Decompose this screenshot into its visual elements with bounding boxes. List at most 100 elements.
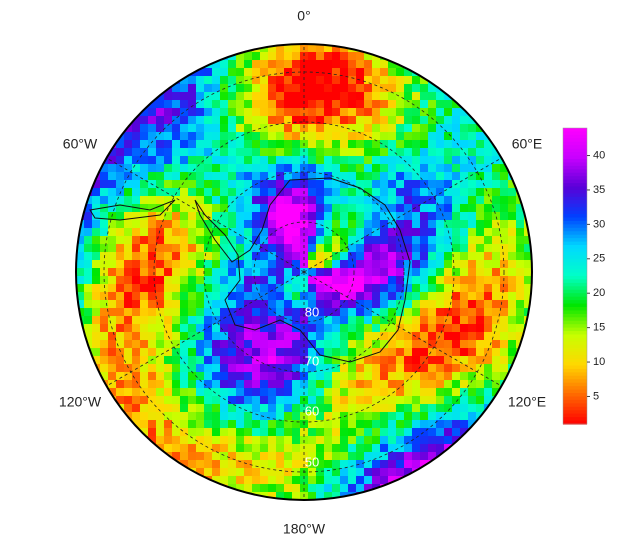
field-cell [116,380,124,388]
field-cell [268,196,276,204]
field-cell [92,332,100,340]
field-cell [404,348,412,356]
field-cell [460,404,468,412]
field-cell [468,180,476,188]
field-cell [324,404,332,412]
field-cell [164,116,172,124]
field-cell [404,84,412,92]
field-cell [404,164,412,172]
field-cell [492,204,500,212]
field-cell [372,92,380,100]
field-cell [292,220,300,228]
field-cell [108,268,116,276]
field-cell [404,340,412,348]
field-cell [212,188,220,196]
field-cell [396,436,404,444]
field-cell [324,100,332,108]
field-cell [260,452,268,460]
field-cell [196,196,204,204]
field-cell [284,476,292,484]
field-cell [172,380,180,388]
field-cell [404,436,412,444]
field-cell [140,244,148,252]
field-cell [180,460,188,468]
field-cell [484,316,492,324]
field-cell [220,140,228,148]
field-cell [356,212,364,220]
field-cell [316,108,324,116]
field-cell [508,316,516,324]
field-cell [228,188,236,196]
field-cell [220,148,228,156]
field-cell [436,348,444,356]
field-cell [332,428,340,436]
field-cell [516,212,524,220]
field-cell [340,412,348,420]
field-cell [300,332,308,340]
field-cell [500,300,508,308]
field-cell [292,316,300,324]
field-cell [484,204,492,212]
field-cell [332,380,340,388]
field-cell [308,316,316,324]
field-cell [444,364,452,372]
field-cell [388,100,396,108]
field-cell [164,396,172,404]
field-cell [148,268,156,276]
field-cell [180,68,188,76]
field-cell [172,164,180,172]
field-cell [244,364,252,372]
field-cell [476,404,484,412]
field-cell [500,308,508,316]
field-cell [196,380,204,388]
field-cell [292,228,300,236]
field-cell [188,244,196,252]
field-cell [396,324,404,332]
field-cell [308,420,316,428]
field-cell [100,324,108,332]
field-cell [452,404,460,412]
field-cell [484,308,492,316]
field-cell [348,92,356,100]
field-cell [212,420,220,428]
field-cell [228,476,236,484]
field-cell [252,436,260,444]
colorbar-step [563,320,587,325]
field-cell [460,196,468,204]
field-cell [420,460,428,468]
field-cell [364,156,372,164]
field-cell [492,372,500,380]
field-cell [460,252,468,260]
field-cell [204,428,212,436]
field-cell [340,484,348,492]
field-cell [324,172,332,180]
field-cell [444,84,452,92]
field-cell [92,204,100,212]
field-cell [380,228,388,236]
field-cell [132,404,140,412]
field-cell [444,148,452,156]
field-cell [524,300,532,308]
field-cell [340,100,348,108]
field-cell [180,260,188,268]
field-cell [372,116,380,124]
field-cell [324,348,332,356]
field-cell [380,292,388,300]
field-cell [204,308,212,316]
field-cell [388,116,396,124]
field-cell [380,364,388,372]
field-cell [380,460,388,468]
colorbar-step [563,368,587,373]
field-cell [188,332,196,340]
colorbar-step [563,238,587,243]
field-cell [172,116,180,124]
field-cell [372,332,380,340]
field-cell [260,284,268,292]
field-cell [124,380,132,388]
field-cell [316,332,324,340]
field-cell [444,276,452,284]
field-cell [188,364,196,372]
field-cell [132,180,140,188]
field-cell [500,332,508,340]
field-cell [332,332,340,340]
